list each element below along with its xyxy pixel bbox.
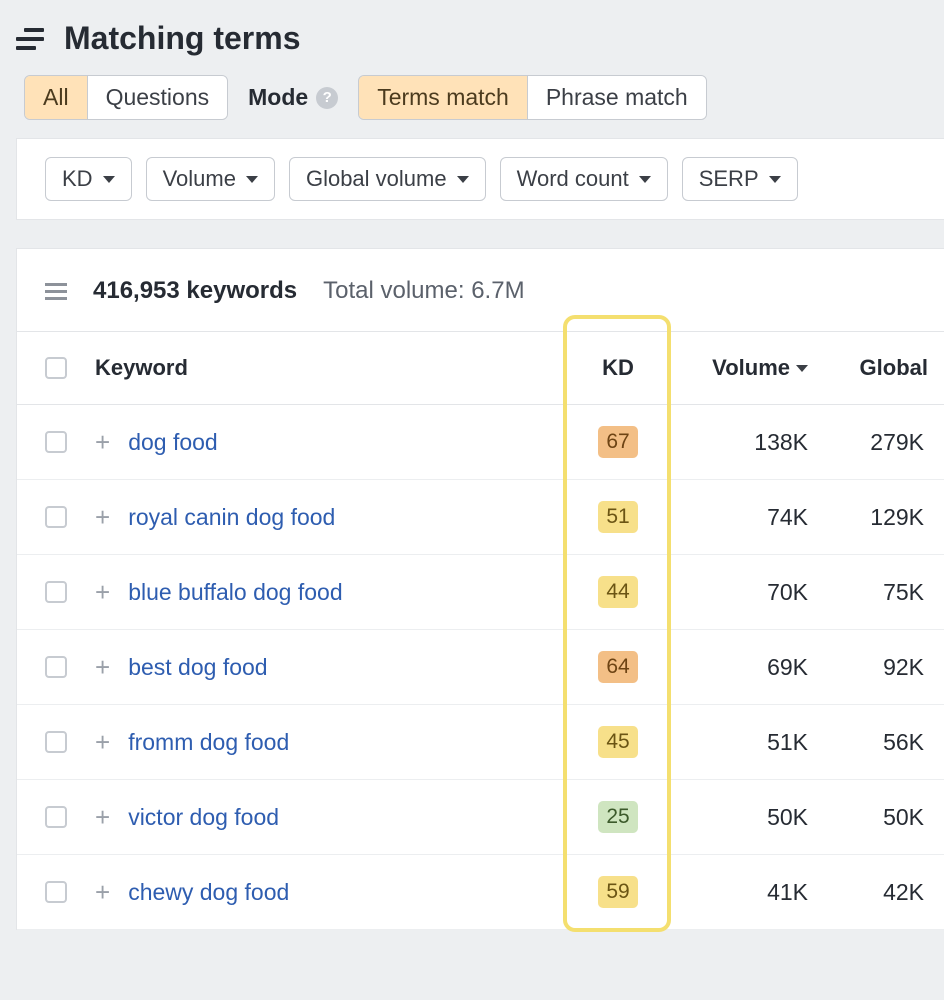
col-kd[interactable]: KD bbox=[602, 355, 634, 380]
chevron-down-icon bbox=[246, 176, 258, 183]
row-checkbox[interactable] bbox=[45, 806, 67, 828]
expand-icon[interactable]: + bbox=[95, 729, 110, 755]
kd-badge: 64 bbox=[598, 651, 638, 683]
filter-label: KD bbox=[62, 166, 93, 192]
total-volume: Total volume: 6.7M bbox=[323, 277, 524, 305]
filter-label: Word count bbox=[517, 166, 629, 192]
expand-icon[interactable]: + bbox=[95, 879, 110, 905]
volume-value: 138K bbox=[668, 429, 808, 456]
kd-badge: 67 bbox=[598, 426, 638, 458]
table-row: + victor dog food 25 50K50K bbox=[17, 780, 944, 855]
col-global[interactable]: Global bbox=[808, 355, 928, 381]
mode-label: Mode ? bbox=[248, 84, 338, 111]
chevron-down-icon bbox=[769, 176, 781, 183]
row-checkbox[interactable] bbox=[45, 731, 67, 753]
help-icon[interactable]: ? bbox=[316, 87, 338, 109]
col-volume[interactable]: Volume bbox=[668, 355, 808, 381]
list-options-icon[interactable] bbox=[45, 283, 67, 300]
expand-icon[interactable]: + bbox=[95, 654, 110, 680]
keyword-link[interactable]: blue buffalo dog food bbox=[128, 579, 342, 606]
keyword-count: 416,953 keywords bbox=[93, 277, 297, 305]
sort-desc-icon bbox=[796, 365, 808, 372]
volume-value: 69K bbox=[668, 654, 808, 681]
global-value: 279K bbox=[808, 429, 928, 456]
summary-bar: 416,953 keywords Total volume: 6.7M bbox=[17, 249, 944, 331]
tab-questions[interactable]: Questions bbox=[88, 76, 228, 119]
filter-row: KD Volume Global volume Word count SERP bbox=[17, 139, 944, 220]
expand-icon[interactable]: + bbox=[95, 579, 110, 605]
table-header: Keyword KD Volume Global bbox=[17, 331, 944, 405]
volume-value: 41K bbox=[668, 879, 808, 906]
chevron-down-icon bbox=[457, 176, 469, 183]
keyword-link[interactable]: royal canin dog food bbox=[128, 504, 335, 531]
chevron-down-icon bbox=[103, 176, 115, 183]
table-row: + best dog food 64 69K92K bbox=[17, 630, 944, 705]
table-row: + chewy dog food 59 41K42K bbox=[17, 855, 944, 930]
mode-tab-terms-match[interactable]: Terms match bbox=[359, 76, 528, 119]
col-volume-label: Volume bbox=[712, 355, 790, 381]
row-checkbox[interactable] bbox=[45, 656, 67, 678]
col-keyword[interactable]: Keyword bbox=[95, 355, 568, 381]
filter-volume[interactable]: Volume bbox=[146, 157, 275, 201]
global-value: 129K bbox=[808, 504, 928, 531]
kd-badge: 44 bbox=[598, 576, 638, 608]
row-checkbox[interactable] bbox=[45, 581, 67, 603]
expand-icon[interactable]: + bbox=[95, 504, 110, 530]
kd-badge: 45 bbox=[598, 726, 638, 758]
filter-label: Global volume bbox=[306, 166, 447, 192]
volume-value: 74K bbox=[668, 504, 808, 531]
global-value: 42K bbox=[808, 879, 928, 906]
keyword-link[interactable]: dog food bbox=[128, 429, 218, 456]
filter-kd[interactable]: KD bbox=[45, 157, 132, 201]
expand-icon[interactable]: + bbox=[95, 804, 110, 830]
kd-badge: 59 bbox=[598, 876, 638, 908]
select-all-checkbox[interactable] bbox=[45, 357, 67, 379]
keyword-link[interactable]: fromm dog food bbox=[128, 729, 289, 756]
expand-icon[interactable]: + bbox=[95, 429, 110, 455]
chevron-down-icon bbox=[639, 176, 651, 183]
keyword-link[interactable]: chewy dog food bbox=[128, 879, 289, 906]
filter-label: Volume bbox=[163, 166, 236, 192]
table-row: + royal canin dog food 51 74K129K bbox=[17, 480, 944, 555]
kd-badge: 51 bbox=[598, 501, 638, 533]
filter-word-count[interactable]: Word count bbox=[500, 157, 668, 201]
mode-text: Mode bbox=[248, 84, 308, 111]
global-value: 75K bbox=[808, 579, 928, 606]
volume-value: 51K bbox=[668, 729, 808, 756]
filter-label: SERP bbox=[699, 166, 759, 192]
global-value: 50K bbox=[808, 804, 928, 831]
keyword-link[interactable]: victor dog food bbox=[128, 804, 279, 831]
kd-badge: 25 bbox=[598, 801, 638, 833]
mode-tab-phrase-match[interactable]: Phrase match bbox=[528, 76, 706, 119]
table-row: + blue buffalo dog food 44 70K75K bbox=[17, 555, 944, 630]
filter-global-volume[interactable]: Global volume bbox=[289, 157, 486, 201]
volume-value: 70K bbox=[668, 579, 808, 606]
keyword-link[interactable]: best dog food bbox=[128, 654, 267, 681]
filter-serp[interactable]: SERP bbox=[682, 157, 798, 201]
table-row: + fromm dog food 45 51K56K bbox=[17, 705, 944, 780]
global-value: 56K bbox=[808, 729, 928, 756]
page-title: Matching terms bbox=[64, 20, 300, 57]
mode-tab-group: Terms matchPhrase match bbox=[358, 75, 707, 120]
row-checkbox[interactable] bbox=[45, 431, 67, 453]
global-value: 92K bbox=[808, 654, 928, 681]
tab-all[interactable]: All bbox=[25, 76, 88, 119]
menu-icon[interactable] bbox=[16, 25, 44, 53]
row-checkbox[interactable] bbox=[45, 506, 67, 528]
volume-value: 50K bbox=[668, 804, 808, 831]
row-checkbox[interactable] bbox=[45, 881, 67, 903]
filter-tab-group: AllQuestions bbox=[24, 75, 228, 120]
table-row: + dog food 67 138K279K bbox=[17, 405, 944, 480]
